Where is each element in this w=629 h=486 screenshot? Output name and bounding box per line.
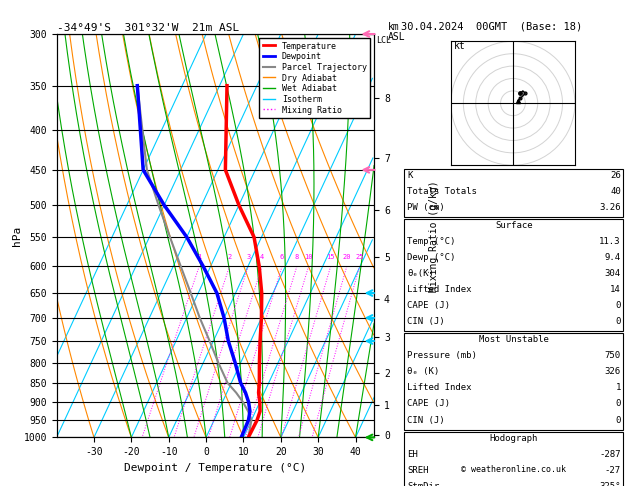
Text: Lifted Index: Lifted Index [407,383,472,393]
Text: km: km [387,22,399,32]
Text: 20: 20 [343,254,351,260]
Text: -27: -27 [604,466,621,475]
Text: Dewp (°C): Dewp (°C) [407,253,455,262]
Text: -34°49'S  301°32'W  21m ASL: -34°49'S 301°32'W 21m ASL [57,23,239,33]
Text: Totals Totals: Totals Totals [407,187,477,196]
Text: CIN (J): CIN (J) [407,416,445,425]
Text: K: K [407,171,413,180]
Text: θₑ (K): θₑ (K) [407,367,439,377]
Text: 15: 15 [326,254,335,260]
Text: CAPE (J): CAPE (J) [407,399,450,409]
Text: EH: EH [407,450,418,459]
Text: 0: 0 [615,399,621,409]
Text: CIN (J): CIN (J) [407,317,445,327]
Text: 6: 6 [280,254,284,260]
Legend: Temperature, Dewpoint, Parcel Trajectory, Dry Adiabat, Wet Adiabat, Isotherm, Mi: Temperature, Dewpoint, Parcel Trajectory… [259,38,370,118]
Text: Pressure (mb): Pressure (mb) [407,351,477,361]
Y-axis label: hPa: hPa [12,226,22,246]
Text: 1: 1 [615,383,621,393]
Text: 0: 0 [615,416,621,425]
Text: 8: 8 [295,254,299,260]
Text: CAPE (J): CAPE (J) [407,301,450,311]
Text: 14: 14 [610,285,621,295]
Text: 1: 1 [197,254,201,260]
Text: 9.4: 9.4 [604,253,621,262]
Text: θₑ(K): θₑ(K) [407,269,434,278]
Text: 326: 326 [604,367,621,377]
Text: kt: kt [454,41,465,51]
Text: 0: 0 [615,301,621,311]
Text: 3: 3 [246,254,250,260]
Y-axis label: Mixing Ratio (g/kg): Mixing Ratio (g/kg) [429,180,439,292]
Text: SREH: SREH [407,466,428,475]
Text: -287: -287 [599,450,621,459]
Text: Hodograph: Hodograph [490,434,538,443]
Text: 0: 0 [615,317,621,327]
Text: Surface: Surface [495,221,533,230]
Text: 30.04.2024  00GMT  (Base: 18): 30.04.2024 00GMT (Base: 18) [401,22,582,32]
X-axis label: Dewpoint / Temperature (°C): Dewpoint / Temperature (°C) [125,463,306,473]
Text: Most Unstable: Most Unstable [479,335,549,345]
Text: Lifted Index: Lifted Index [407,285,472,295]
Text: 3.26: 3.26 [599,203,621,212]
Text: 10: 10 [304,254,313,260]
Text: PW (cm): PW (cm) [407,203,445,212]
Text: 325°: 325° [599,482,621,486]
Text: 2: 2 [227,254,231,260]
Text: 25: 25 [355,254,364,260]
Text: 304: 304 [604,269,621,278]
Text: 11.3: 11.3 [599,237,621,246]
Text: Temp (°C): Temp (°C) [407,237,455,246]
Text: 4: 4 [260,254,264,260]
Text: StmDir: StmDir [407,482,439,486]
Text: 40: 40 [610,187,621,196]
Text: © weatheronline.co.uk: © weatheronline.co.uk [462,465,566,474]
Text: ASL: ASL [387,32,405,42]
Text: LCL: LCL [376,35,391,45]
Text: 26: 26 [610,171,621,180]
Text: 750: 750 [604,351,621,361]
